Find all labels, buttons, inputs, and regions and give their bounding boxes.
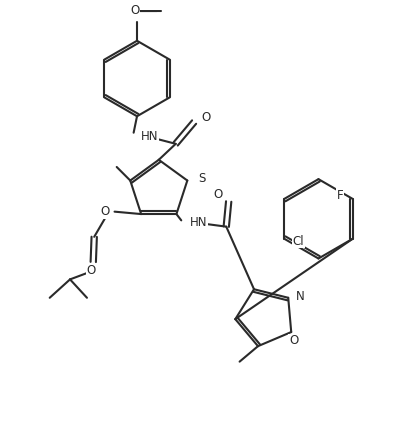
Text: O: O — [201, 111, 210, 124]
Text: Cl: Cl — [293, 235, 305, 248]
Text: HN: HN — [190, 216, 207, 229]
Text: O: O — [86, 264, 96, 277]
Text: HN: HN — [141, 130, 158, 143]
Text: S: S — [198, 172, 205, 185]
Text: O: O — [213, 188, 223, 201]
Text: O: O — [289, 334, 298, 347]
Text: O: O — [130, 4, 140, 17]
Text: F: F — [337, 189, 343, 202]
Text: N: N — [296, 290, 305, 303]
Text: O: O — [100, 205, 110, 218]
